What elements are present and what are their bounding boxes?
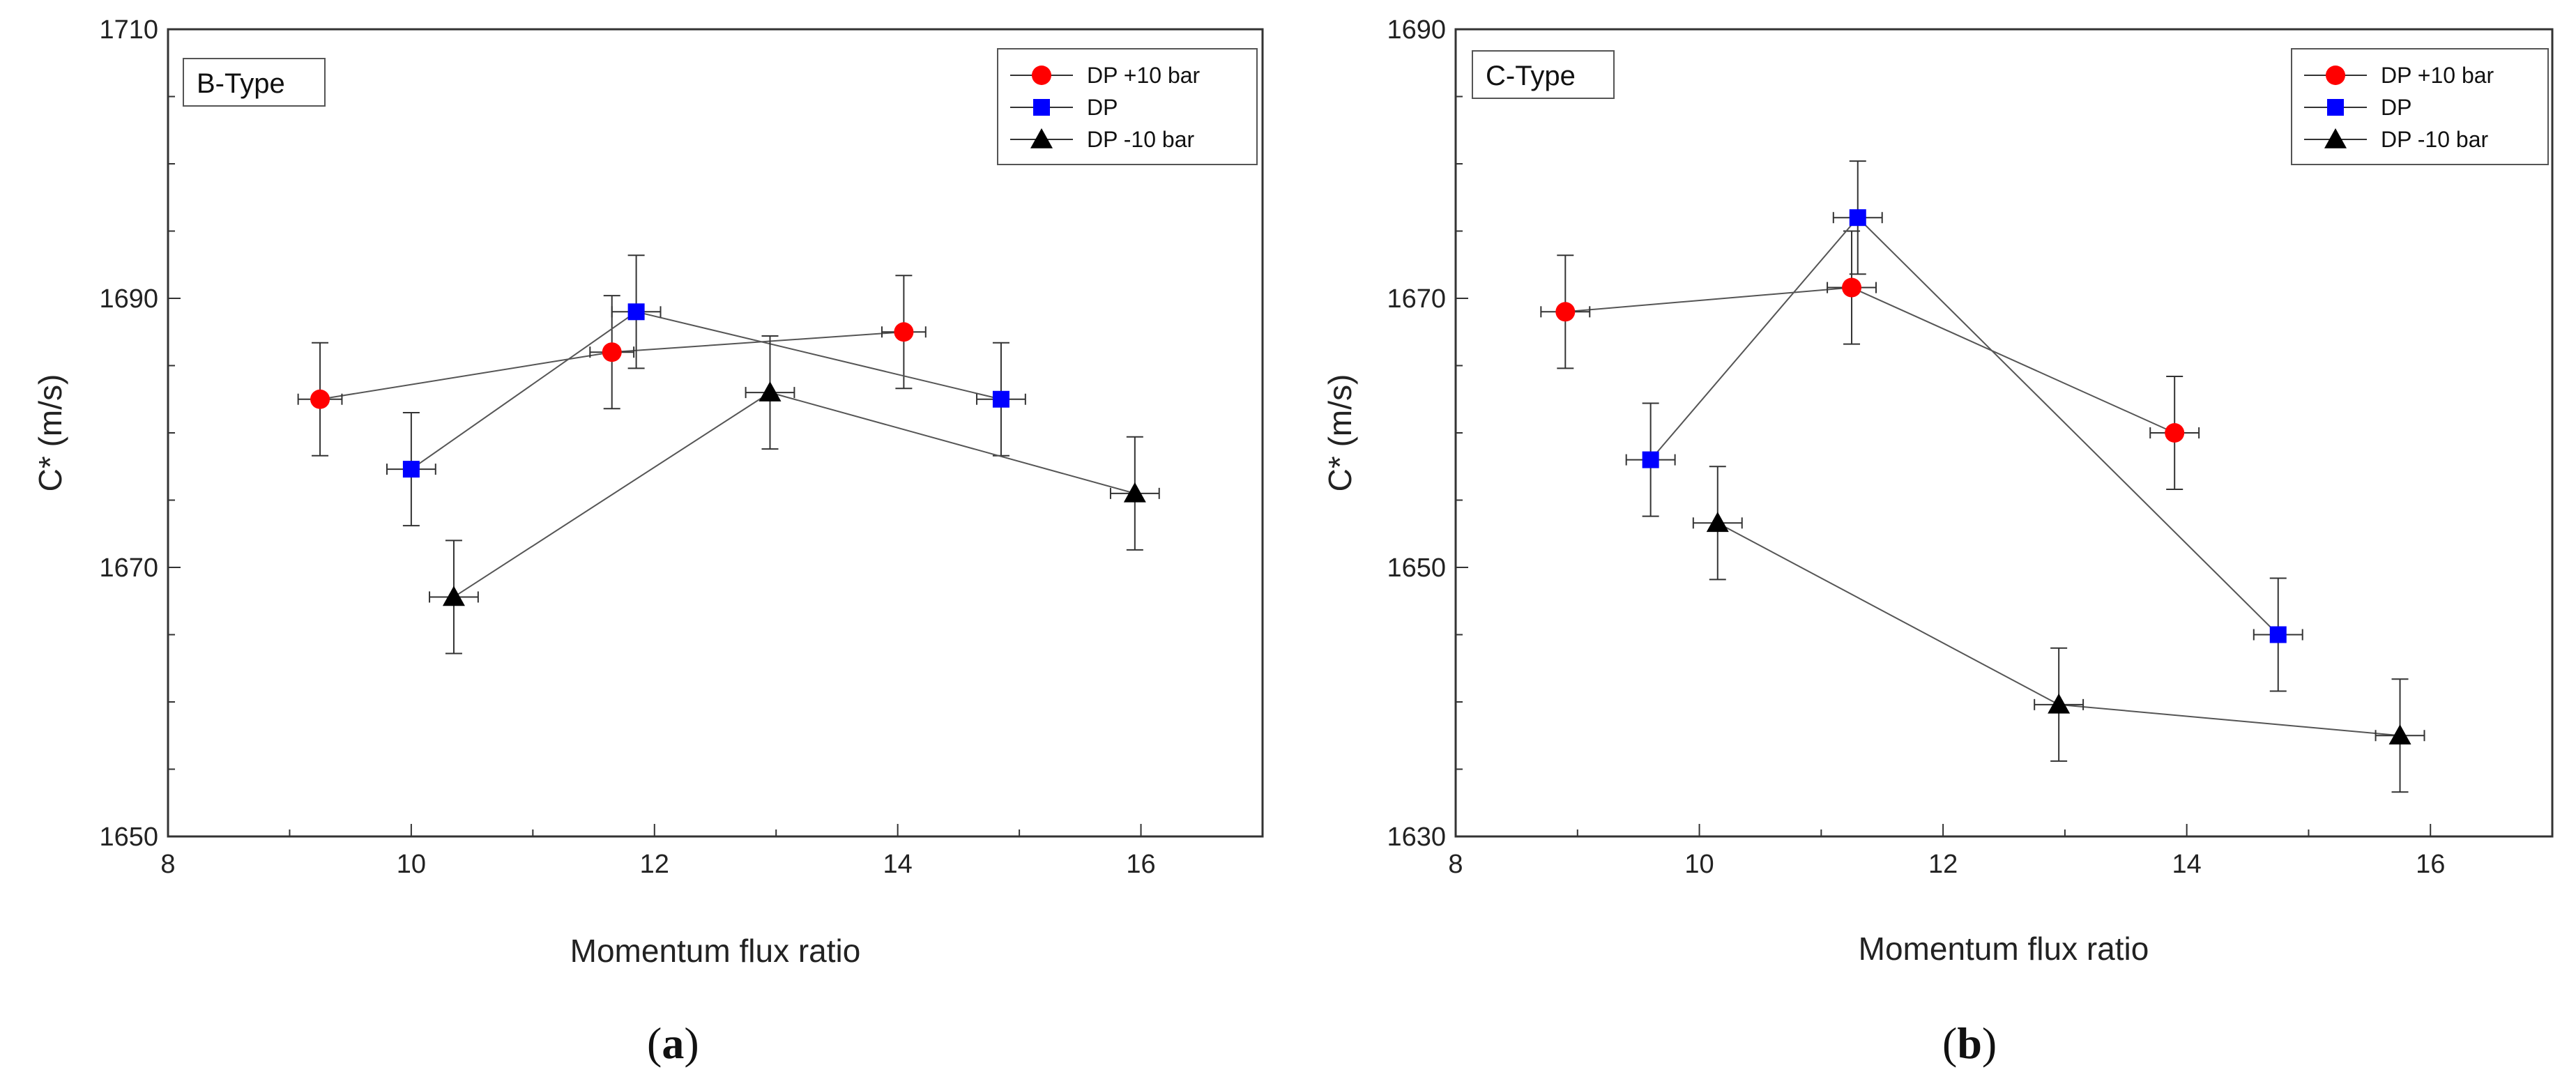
legend-label: DP +10 bar — [1087, 63, 1201, 88]
x-axis-label: Momentum flux ratio — [570, 933, 861, 969]
legend-marker-circle — [2326, 66, 2345, 85]
legend-marker-triangle — [1030, 128, 1053, 148]
y-tick-label: 1690 — [1387, 15, 1446, 45]
x-tick-label: 14 — [883, 850, 913, 879]
data-point-triangle — [759, 381, 782, 401]
data-point-square — [1849, 209, 1866, 227]
series-line — [1565, 286, 2175, 434]
legend: DP +10 bar DP DP -10 bar — [2291, 48, 2549, 165]
data-point-square — [1642, 451, 1659, 468]
panel-type-frame — [1472, 50, 1615, 99]
legend-rows: DP +10 bar DP DP -10 bar — [1010, 63, 1201, 152]
data-point-circle — [310, 389, 330, 409]
data-point-circle — [2165, 423, 2185, 443]
legend-marker-square — [1033, 99, 1050, 116]
y-tick-label: 1630 — [1387, 823, 1446, 852]
panel-a: 8 10 12 14 16 1650 1670 1690 1710 B-Type DP +10 … — [32, 15, 1264, 1068]
legend: DP +10 bar DP DP -10 bar — [997, 48, 1258, 165]
x-tick-label: 12 — [1928, 850, 1958, 879]
y-axis-label: C* (m/s) — [1322, 374, 1358, 492]
y-tick-label: 1650 — [1387, 553, 1446, 583]
legend-marker-circle — [1032, 66, 1051, 85]
data-marks — [297, 254, 1160, 655]
data-point-triangle — [1123, 482, 1146, 503]
data-point-triangle — [2388, 724, 2411, 745]
data-marks — [1540, 160, 2425, 793]
data-point-circle — [1555, 302, 1576, 322]
data-point-triangle — [2048, 693, 2071, 714]
caption-close-paren: ) — [1982, 1018, 1997, 1068]
axis-ticks: 8 10 12 14 16 1630 1650 1670 1690 — [1387, 15, 2553, 879]
caption-letter: b — [1957, 1018, 1982, 1068]
legend-label: DP — [1087, 95, 1118, 120]
caption-b: (b) — [1942, 1018, 1997, 1068]
x-tick-label: 16 — [2416, 850, 2445, 879]
axis-ticks: 8 10 12 14 16 1650 1670 1690 1710 — [99, 15, 1263, 879]
data-point-square — [2269, 626, 2287, 643]
legend-label: DP -10 bar — [2381, 127, 2489, 152]
data-point-square — [992, 390, 1009, 408]
y-tick-label: 1650 — [99, 823, 158, 852]
data-point-circle — [602, 342, 622, 362]
data-point-square — [627, 303, 645, 321]
x-tick-label: 14 — [2172, 850, 2202, 879]
x-tick-label: 12 — [640, 850, 669, 879]
legend-marker-triangle — [2324, 128, 2347, 148]
legend-label: DP -10 bar — [1087, 127, 1195, 152]
y-tick-label: 1670 — [99, 553, 158, 583]
data-point-square — [402, 461, 420, 478]
x-axis-label: Momentum flux ratio — [1859, 931, 2149, 967]
series-line — [453, 392, 1136, 598]
panel-type-box: C-Type — [1472, 50, 1615, 99]
caption-close-paren: ) — [684, 1018, 699, 1068]
legend-rows: DP +10 bar DP DP -10 bar — [2304, 63, 2494, 152]
legend-label: DP +10 bar — [2381, 63, 2494, 88]
x-tick-label: 8 — [1448, 850, 1463, 879]
x-tick-label: 16 — [1126, 850, 1155, 879]
legend-marker-square — [2327, 99, 2344, 116]
y-tick-label: 1670 — [1387, 284, 1446, 314]
panel-b: 8 10 12 14 16 1630 1650 1670 1690 C-Type DP +10 … — [1322, 15, 2554, 1068]
x-tick-label: 10 — [397, 850, 426, 879]
x-tick-label: 8 — [160, 850, 175, 879]
data-point-triangle — [1706, 512, 1729, 533]
data-point-triangle — [442, 586, 465, 606]
caption-open-paren: ( — [1942, 1018, 1957, 1068]
series-line — [1649, 216, 2279, 636]
panel-type-frame — [183, 58, 326, 107]
data-point-circle — [1842, 277, 1862, 298]
x-tick-label: 10 — [1684, 850, 1714, 879]
y-tick-label: 1710 — [99, 15, 158, 45]
caption-a: (a) — [647, 1018, 699, 1068]
legend-label: DP — [2381, 95, 2411, 120]
caption-letter: a — [662, 1018, 684, 1068]
panel-type-box: B-Type — [183, 58, 326, 107]
caption-open-paren: ( — [647, 1018, 662, 1068]
panel-type-label: C-Type — [1486, 61, 1576, 91]
panel-type-label: B-Type — [197, 68, 285, 99]
y-tick-label: 1690 — [99, 284, 158, 314]
data-point-circle — [894, 322, 914, 342]
y-axis-label: C* (m/s) — [32, 374, 68, 492]
